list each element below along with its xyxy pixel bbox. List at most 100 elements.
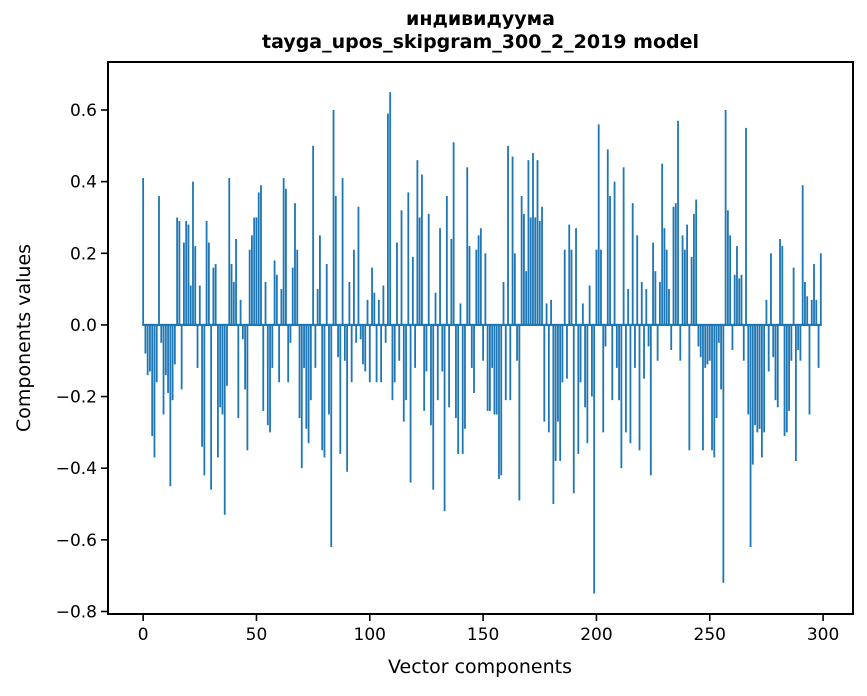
- bar: [212, 267, 215, 325]
- bar: [726, 210, 729, 325]
- bar: [731, 324, 734, 350]
- bar: [760, 324, 763, 458]
- bar: [711, 324, 713, 451]
- x-tick-label: 50: [246, 625, 268, 645]
- bar: [382, 285, 385, 325]
- bar: [697, 324, 700, 347]
- bar: [176, 217, 179, 325]
- bar: [790, 324, 793, 361]
- bar: [237, 324, 240, 419]
- bar: [745, 127, 747, 325]
- bar: [217, 324, 219, 458]
- bar: [665, 249, 668, 325]
- bar: [715, 324, 718, 419]
- bar: [196, 324, 199, 368]
- bar: [504, 324, 507, 401]
- bar: [788, 324, 790, 411]
- bar: [724, 110, 727, 325]
- bar: [543, 324, 546, 422]
- bar: [430, 324, 432, 426]
- bar: [255, 217, 258, 325]
- bar: [357, 206, 360, 325]
- bar: [808, 324, 811, 415]
- bar: [785, 324, 788, 433]
- bar: [416, 160, 419, 325]
- bar: [654, 271, 657, 325]
- bar: [495, 324, 498, 415]
- bar: [142, 178, 145, 325]
- bar: [309, 324, 312, 401]
- bar: [686, 224, 688, 325]
- bar: [393, 324, 396, 383]
- bar: [262, 324, 265, 411]
- bar: [296, 249, 299, 325]
- bar: [396, 242, 398, 325]
- bar: [192, 181, 194, 325]
- bar: [341, 178, 344, 325]
- bar: [187, 224, 190, 325]
- bar: [316, 289, 319, 325]
- bar: [158, 195, 160, 325]
- bar: [794, 324, 797, 462]
- bar: [407, 192, 410, 325]
- bar: [366, 299, 369, 325]
- bar: [275, 274, 278, 325]
- bar: [300, 324, 303, 469]
- bar: [239, 299, 242, 325]
- bar: [346, 324, 349, 472]
- bar: [479, 228, 482, 325]
- bar: [602, 324, 605, 433]
- bar: [670, 324, 673, 350]
- bar: [473, 324, 475, 393]
- bar: [736, 246, 738, 325]
- bar: [708, 324, 711, 361]
- bar: [749, 324, 752, 548]
- bar: [622, 167, 625, 325]
- bar: [640, 281, 643, 325]
- bar: [253, 217, 256, 325]
- bar: [464, 324, 466, 429]
- bar: [579, 324, 582, 383]
- bar: [527, 160, 530, 325]
- bar: [692, 213, 695, 325]
- bar: [751, 324, 754, 465]
- bar: [244, 324, 247, 390]
- bar: [661, 163, 664, 325]
- bar: [198, 285, 201, 325]
- bar: [649, 324, 652, 476]
- bar: [652, 242, 655, 325]
- bar: [251, 235, 253, 325]
- bar: [402, 324, 405, 422]
- bar: [167, 324, 169, 393]
- bar: [720, 324, 722, 390]
- bar: [511, 156, 514, 325]
- bar: [645, 289, 648, 325]
- bar: [747, 324, 750, 415]
- bar: [674, 203, 677, 325]
- bar: [713, 324, 716, 458]
- bar: [556, 324, 559, 422]
- bar: [425, 324, 428, 372]
- bar: [600, 249, 602, 325]
- bar: [423, 324, 426, 411]
- bar: [819, 253, 822, 325]
- bar: [455, 324, 457, 419]
- bar: [201, 324, 203, 447]
- bar: [484, 253, 487, 325]
- bar: [477, 235, 480, 325]
- bar: [273, 260, 276, 325]
- bar: [804, 281, 806, 325]
- bar: [461, 324, 464, 454]
- bar: [457, 324, 460, 454]
- bar: [561, 324, 564, 383]
- bar: [586, 324, 589, 444]
- bar: [307, 324, 310, 444]
- bar: [470, 324, 473, 368]
- bar: [609, 195, 611, 325]
- bar: [287, 324, 290, 383]
- y-axis-label: Components values: [13, 244, 35, 432]
- bar: [491, 324, 494, 368]
- bar: [409, 324, 412, 483]
